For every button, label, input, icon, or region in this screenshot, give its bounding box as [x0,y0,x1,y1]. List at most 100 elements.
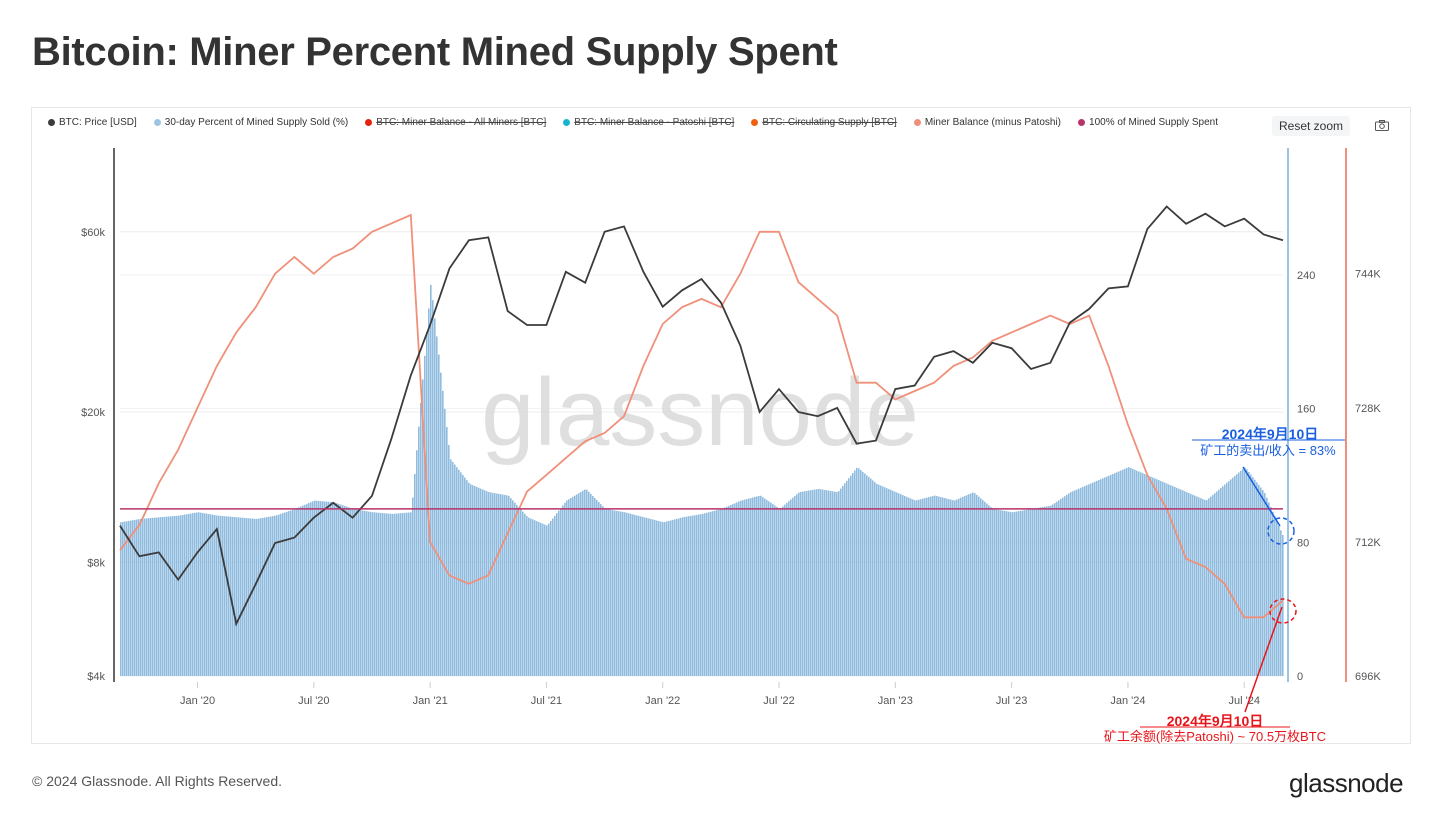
percent-bar [200,512,202,676]
percent-bar [960,497,962,676]
percent-bar [542,523,544,676]
percent-bar [812,489,814,676]
percent-bar [442,390,444,676]
percent-bar [1276,521,1278,676]
percent-bar [454,464,456,676]
percent-bar [130,520,132,676]
percent-bar [136,519,138,676]
percent-bar [818,488,820,676]
percent-bar [1224,484,1226,676]
percent-bar [904,495,906,676]
balance-tick-label: 744K [1355,269,1381,281]
legend-item-percent-sold[interactable]: 30-day Percent of Mined Supply Sold (%) [153,117,349,128]
percent-bar [262,517,264,676]
percent-bar [1220,488,1222,676]
percent-bar [1108,475,1110,676]
percent-bar [1010,511,1012,676]
percent-bar [502,494,504,676]
percent-bar [120,522,122,676]
percent-bar [246,518,248,676]
percent-bar [620,511,622,676]
percent-bar [798,492,800,676]
percent-bar [1212,494,1214,676]
percent-bar [422,379,424,676]
percent-bar [328,501,330,676]
percent-bar [636,515,638,676]
percent-bar [892,490,894,676]
percent-bar [660,521,662,676]
percent-bar [1118,471,1120,676]
percent-bar [678,518,680,676]
percent-bar [1178,488,1180,676]
percent-bar [410,512,412,676]
percent-bar [232,516,234,676]
legend-item-miner-balance-patoshi[interactable]: BTC: Miner Balance - Patoshi [BTC] [563,117,734,128]
percent-bar [848,478,850,676]
percent-bar [778,508,780,676]
percent-bar [1198,497,1200,676]
percent-bar [912,499,914,676]
percent-bar [754,497,756,676]
percent-bar [730,504,732,676]
annotations: 2024年9月10日 矿工的卖出/收入 = 83% 2024年9月10日 矿工余… [1104,426,1345,744]
percent-bar [1250,474,1252,676]
percent-bar [522,511,524,676]
legend-item-price[interactable]: BTC: Price [USD] [48,117,137,128]
percent-bar [938,496,940,676]
legend-item-miner-balance-all[interactable]: BTC: Miner Balance - All Miners [BTC] [365,117,546,128]
percent-bar [1282,534,1284,676]
reset-zoom-button[interactable]: Reset zoom [1272,116,1351,136]
percent-bar [122,521,124,676]
percent-bar [920,499,922,676]
percent-bar [1194,495,1196,676]
percent-bar [1022,510,1024,676]
percent-bar [392,513,394,676]
percent-bar [598,502,600,676]
percent-bar [816,489,818,676]
percent-bar [250,518,252,676]
percent-bar [224,516,226,676]
percent-bar [732,504,734,676]
percent-bar [352,508,354,676]
percent-bar [1016,511,1018,676]
legend-item-circulating-supply[interactable]: BTC: Circulating Supply [BTC] [751,117,897,128]
legend-item-miner-balance-minus-patoshi[interactable]: Miner Balance (minus Patoshi) [913,117,1061,128]
percent-bar [178,515,180,676]
legend-item-100-percent[interactable]: 100% of Mined Supply Spent [1078,117,1218,128]
percent-bar [192,513,194,676]
percent-bar [546,525,548,676]
percent-bar [802,491,804,676]
percent-bar [1170,485,1172,676]
percent-bar [560,508,562,676]
balance-tick-label: 712K [1355,537,1381,549]
percent-bar [554,515,556,676]
percent-bar [952,500,954,676]
percent-bar [674,519,676,676]
miner-balance-line [119,213,1284,619]
percent-bar [1042,507,1044,676]
percent-bar [768,501,770,676]
percent-bar [820,489,822,676]
percent-bar [416,450,418,676]
percent-bar [672,519,674,676]
percent-bar [668,520,670,676]
percent-bar [742,500,744,676]
percent-bar [576,494,578,676]
percent-bar [1106,476,1108,676]
percent-bar [1036,508,1038,676]
percent-bar [578,493,580,676]
percent-bar [394,513,396,676]
percent-bar [1062,497,1064,676]
percent-bar [838,491,840,676]
percent-bar [888,489,890,676]
camera-icon[interactable] [1375,120,1389,131]
legend-label: 30-day Percent of Mined Supply Sold (%) [164,117,349,128]
percent-bar [608,509,610,676]
percent-bar [274,515,276,676]
percent-bar [814,489,816,676]
percent-bar [414,473,416,676]
legend-dot [751,119,759,126]
percent-bar [586,489,588,676]
percent-bar [252,518,254,676]
percent-bar [1252,477,1254,676]
